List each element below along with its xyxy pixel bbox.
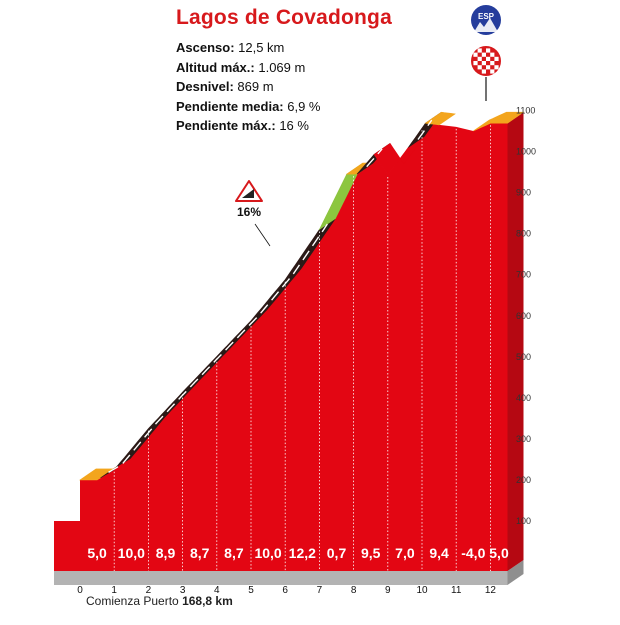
x-tick-label: 12 <box>485 585 497 596</box>
y-tick-label: 700 <box>516 270 531 280</box>
stat-elevation-gain: Desnivel: 869 m <box>176 77 321 97</box>
road-segment <box>473 111 525 132</box>
y-tick-label: 100 <box>516 516 531 526</box>
gradient-label: 7,0 <box>395 545 415 561</box>
gradient-label: 5,0 <box>489 545 509 561</box>
checker-square <box>481 61 486 66</box>
x-tick-label: 6 <box>282 585 288 596</box>
climb-start-label: Comienza Puerto <box>86 594 179 608</box>
road-band <box>79 111 525 481</box>
y-tick-label: 600 <box>516 311 531 321</box>
x-tick-label: 10 <box>416 585 428 596</box>
y-tick-label: 500 <box>516 352 531 362</box>
country-code: ESP <box>478 12 495 21</box>
gradient-label: -4,0 <box>461 545 485 561</box>
checker-square <box>490 61 495 66</box>
y-tick-label: 400 <box>516 393 531 403</box>
checker-square <box>494 65 499 70</box>
x-tick-label: 2 <box>146 585 152 596</box>
gradient-label: 0,7 <box>327 545 347 561</box>
profile-area <box>54 112 524 572</box>
road-segment <box>424 111 456 126</box>
x-tick-label: 3 <box>180 585 186 596</box>
climb-start-note: Comienza Puerto 168,8 km <box>86 594 233 608</box>
stat-elevation-gain-key: Desnivel: <box>176 79 234 94</box>
checkered-pattern <box>473 48 499 74</box>
y-tick-label: 1000 <box>516 147 536 157</box>
gradient-label: 9,5 <box>361 545 381 561</box>
stat-max-gradient: Pendiente máx.: 16 % <box>176 116 321 136</box>
chart-title: Lagos de Covadonga <box>176 6 392 29</box>
checker-square <box>494 56 499 61</box>
checker-square <box>481 52 486 57</box>
checker-square <box>490 69 495 74</box>
gradient-label: 8,7 <box>224 545 244 561</box>
stat-max-gradient-key: Pendiente máx.: <box>176 118 276 133</box>
profile-area-fill <box>80 123 508 571</box>
checker-square <box>486 56 491 61</box>
checker-square <box>490 52 495 57</box>
km-gridlines <box>113 125 491 571</box>
checker-square <box>477 65 482 70</box>
x-tick-label: 0 <box>77 585 83 596</box>
steep-warning-icon <box>235 180 263 202</box>
x-tick-label: 1 <box>111 585 117 596</box>
gradient-label: 10,0 <box>118 545 145 561</box>
x-tick-label: 7 <box>317 585 323 596</box>
road-center-line <box>108 119 433 474</box>
x-tick-label: 9 <box>385 585 391 596</box>
spain-badge: ESP <box>471 5 501 35</box>
checker-square <box>473 52 478 57</box>
checker-square <box>486 65 491 70</box>
stat-avg-gradient-key: Pendiente media: <box>176 98 284 114</box>
profile-left-face <box>54 521 80 571</box>
max-gradient-label: 16% <box>237 205 261 219</box>
climb-stats: Ascenso: 12,5 km Altitud máx.: 1.069 m D… <box>176 38 321 136</box>
y-tick-label: 1100 <box>516 106 535 116</box>
steep-slope-glyph <box>242 189 254 198</box>
gradient-label: 10,0 <box>254 545 281 561</box>
x-tick-label: 8 <box>351 585 357 596</box>
y-tick-label: 200 <box>516 475 531 485</box>
stat-max-altitude-value: 1.069 m <box>254 59 306 75</box>
x-tick-label: 11 <box>451 585 462 596</box>
gradient-labels: 5,0 10,0 8,9 8,7 8,7 10,0 12,2 0,7 9,5 7,0 9,4 -4,0… <box>87 545 509 561</box>
gradient-label: 5,0 <box>87 545 107 561</box>
stat-max-altitude-key: Altitud máx.: <box>176 59 255 75</box>
stat-ascent: Ascenso: 12,5 km <box>176 38 321 58</box>
max-gradient-pointer <box>254 223 271 247</box>
x-axis: 0 1 2 3 4 5 6 7 8 9 10 11 12 <box>77 585 496 596</box>
base-strip-front <box>54 571 508 585</box>
x-tick-label: 5 <box>248 585 254 596</box>
stat-elevation-gain-value: 869 m <box>233 79 274 94</box>
stat-ascent-value: 12,5 km <box>234 40 285 55</box>
gradient-label: 8,7 <box>190 545 210 561</box>
stat-max-gradient-value: 16 % <box>275 118 309 133</box>
stat-max-altitude: Altitud máx.: 1.069 m <box>176 58 321 78</box>
x-tick-label: 4 <box>214 585 220 596</box>
y-tick-label: 900 <box>516 188 531 198</box>
stat-ascent-key: Ascenso: <box>176 40 235 55</box>
y-tick-label: 800 <box>516 229 531 239</box>
checker-square <box>486 48 491 53</box>
badge-mountain-glyph <box>474 18 498 32</box>
y-tick-label: 300 <box>516 434 531 444</box>
checker-square <box>477 56 482 61</box>
finish-flag-icon <box>471 46 501 101</box>
checker-square <box>477 48 482 53</box>
profile-side-face <box>507 112 524 572</box>
checker-square <box>481 69 486 74</box>
gradient-label: 8,9 <box>156 545 176 561</box>
gradient-label: 12,2 <box>289 545 316 561</box>
gradient-label: 9,4 <box>429 545 449 561</box>
base-strip-side <box>507 560 524 585</box>
checker-square <box>473 61 478 66</box>
max-gradient-marker: 16% <box>235 180 271 247</box>
stat-avg-gradient-value: 6,9 % <box>283 98 321 114</box>
stat-avg-gradient: Pendiente media: 6,9 % <box>176 97 321 117</box>
y-axis: 100 200 300 400 500 600 700 800 900 1000 1100 <box>516 106 536 527</box>
climb-start-km: 168,8 km <box>182 594 233 608</box>
